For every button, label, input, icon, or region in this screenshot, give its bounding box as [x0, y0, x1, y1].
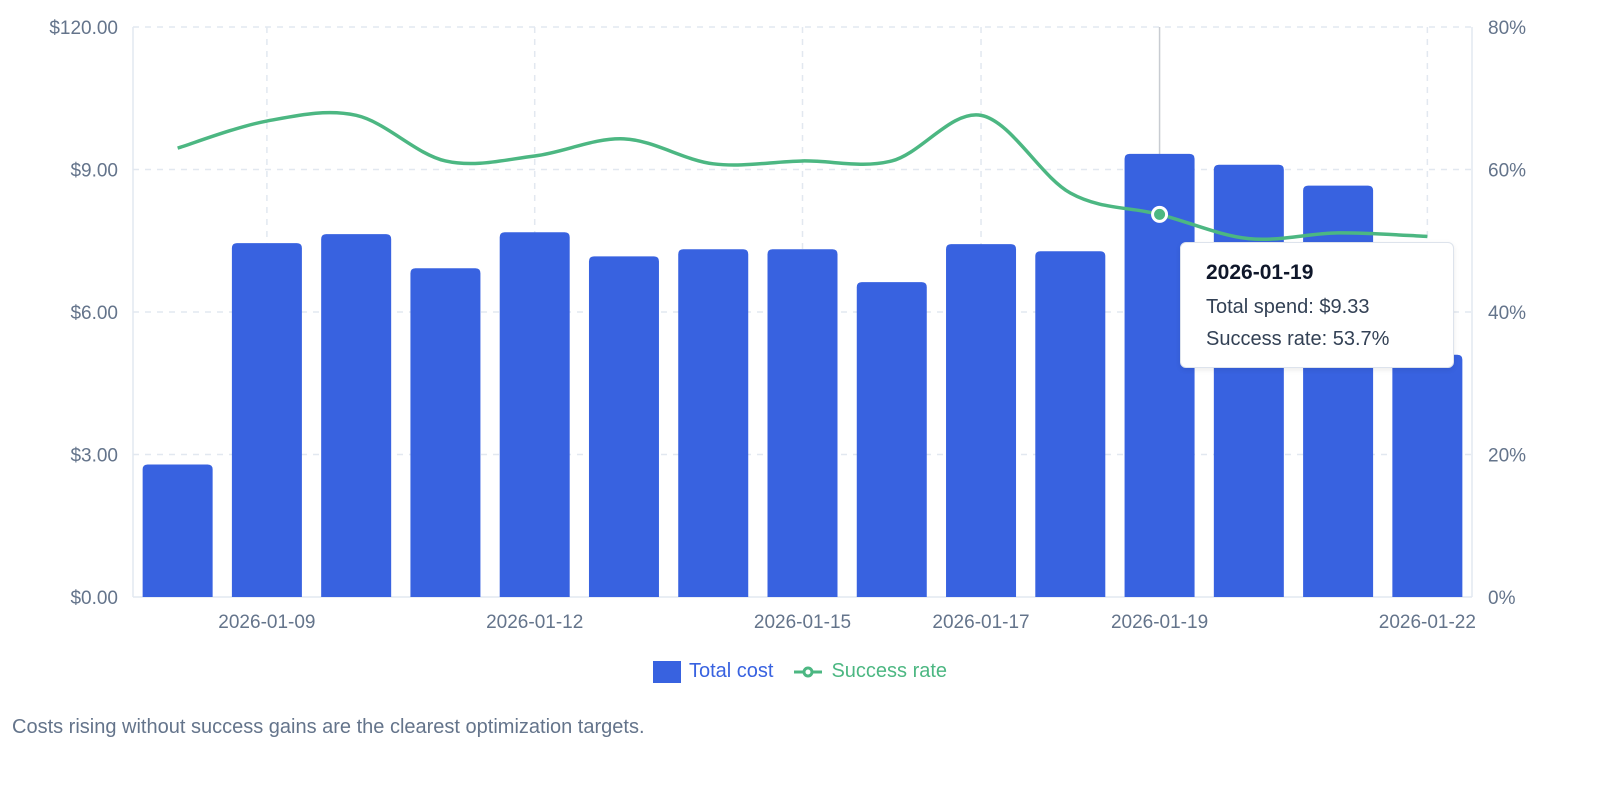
x-tick-label: 2026-01-22: [1379, 612, 1476, 633]
bar-2026-01-14: [678, 249, 749, 598]
bar-2026-01-19: [1124, 153, 1195, 597]
tooltip-date: 2026-01-19: [1206, 261, 1314, 284]
line-swatch-icon: [794, 666, 823, 677]
legend-item-total-cost[interactable]: Total cost: [652, 660, 774, 683]
y-left-tick-label: $9.00: [70, 161, 118, 182]
bar-2026-01-22: [1392, 354, 1463, 597]
y-left-tick-label: $3.00: [70, 446, 118, 467]
y-left-tick-label: $0.00: [70, 588, 118, 609]
x-tick-label: 2026-01-19: [1111, 612, 1208, 633]
tooltip: 2026-01-19 Total spend: $9.33 Success ra…: [1180, 242, 1454, 368]
bar-2026-01-12: [499, 232, 570, 597]
bar-2026-01-11: [410, 268, 481, 597]
success-rate-line: [177, 110, 1428, 241]
legend-label-cost: Total cost: [688, 660, 774, 682]
y-right-tick-label: 80%: [1488, 18, 1526, 39]
bar-2026-01-09: [231, 243, 302, 597]
bar-2026-01-15: [767, 249, 838, 598]
x-tick-label: 2026-01-17: [932, 612, 1029, 633]
x-tick-label: 2026-01-15: [754, 612, 851, 633]
tooltip-rate: Success rate: 53.7%: [1206, 328, 1390, 350]
bar-swatch-icon: [652, 660, 681, 683]
active-point: [1151, 205, 1169, 223]
y-right-tick-label: 20%: [1488, 446, 1526, 467]
y-left-tick-label: $6.00: [70, 303, 118, 324]
y-right-tick-label: 60%: [1488, 161, 1526, 182]
x-tick-label: 2026-01-09: [218, 612, 315, 633]
bar-2026-01-10: [321, 234, 392, 597]
y-left-tick-label: $120.00: [49, 18, 118, 39]
legend-label-rate: Success rate: [831, 660, 948, 682]
bar-2026-01-08: [142, 464, 213, 597]
tooltip-spend: Total spend: $9.33: [1206, 296, 1370, 318]
y-right-tick-label: 40%: [1488, 303, 1526, 324]
bar-2026-01-20: [1213, 164, 1284, 597]
y-right-tick-label: 0%: [1488, 588, 1516, 609]
bar-2026-01-17: [946, 244, 1017, 597]
legend-item-success-rate[interactable]: Success rate: [793, 660, 947, 683]
legend: Total cost Success rate: [0, 660, 1600, 683]
chart-note: Costs rising without success gains are t…: [12, 716, 645, 738]
bar-2026-01-16: [856, 282, 927, 597]
bar-2026-01-18: [1035, 251, 1106, 597]
x-tick-label: 2026-01-12: [486, 612, 583, 633]
chart: $0.00 $3.00 $6.00 $9.00 $120.00 0% 20% 40% 60% 80…: [49, 18, 1526, 633]
bar-2026-01-13: [588, 256, 659, 597]
